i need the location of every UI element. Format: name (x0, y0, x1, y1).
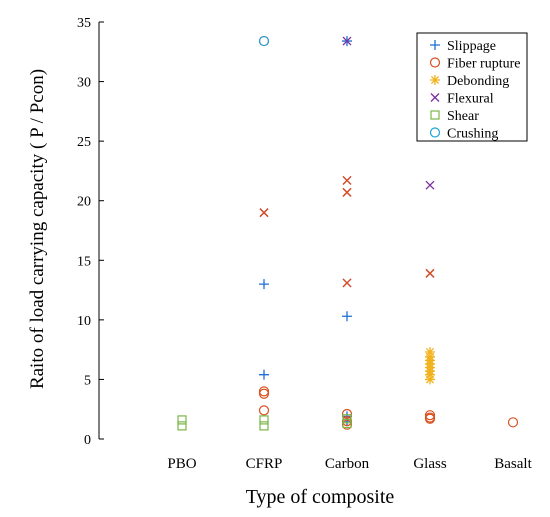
shear-point (177, 415, 187, 425)
overlay-point (425, 268, 435, 278)
legend-marker-fiber-rupture (429, 57, 441, 68)
legend-label-crushing: Crushing (447, 127, 498, 142)
crushing-point (258, 35, 270, 47)
legend-marker-flexural (430, 93, 440, 102)
y-axis-title: Raito of load carrying capacity ( P / Pc… (27, 69, 48, 389)
slippage-point (342, 311, 352, 322)
x-tick-label: Basalt (494, 456, 532, 472)
x-tick-label: Glass (413, 456, 446, 472)
x-tick-label: Carbon (325, 456, 370, 472)
legend-marker-crushing (429, 127, 441, 138)
x-tick-label: CFRP (246, 456, 283, 472)
y-tick-label: 20 (77, 195, 91, 210)
legend-label-slippage: Slippage (447, 39, 496, 54)
y-tick-label: 5 (84, 373, 91, 388)
legend-label-flexural: Flexural (447, 92, 494, 107)
slippage-point (259, 369, 269, 380)
legend: Slippage Fiber rupture Debonding Flexural Sh… (416, 32, 528, 142)
y-tick-label: 0 (84, 433, 91, 448)
fiber-rupture-point (341, 408, 353, 420)
flexural-point (425, 180, 435, 190)
fiber-rupture-point (258, 388, 270, 399)
legend-marker-debonding (430, 75, 440, 85)
shear-point (342, 418, 352, 429)
fiber-rupture-point (258, 405, 270, 416)
y-tick-label: 10 (77, 314, 91, 329)
overlay-point (259, 208, 269, 218)
x-axis-ticks: PBO CFRP Carbon Glass Basalt (167, 456, 532, 472)
y-tick-label: 15 (77, 254, 91, 269)
shear-point (259, 421, 269, 431)
debonding-point (425, 374, 435, 385)
y-tick-label: 30 (77, 76, 91, 91)
x-tick-label: PBO (167, 456, 196, 472)
legend-label-fiber-rupture: Fiber rupture (447, 57, 520, 72)
legend-label-debonding: Debonding (447, 74, 509, 89)
overlay-point (342, 187, 352, 197)
legend-marker-shear (430, 110, 440, 120)
shear-point (259, 415, 269, 425)
legend-box (416, 32, 528, 142)
overlay-point (342, 176, 352, 185)
y-tick-label: 35 (77, 16, 91, 31)
shear-point (177, 421, 187, 431)
fiber-rupture-point (507, 417, 519, 428)
data-points (177, 35, 519, 431)
legend-label-shear: Shear (447, 109, 479, 124)
overlay-point (342, 278, 352, 288)
y-tick-label: 25 (77, 135, 91, 150)
x-axis-title: Type of composite (246, 486, 395, 508)
y-axis-ticks: 0 5 10 15 20 25 30 35 (77, 16, 104, 448)
fiber-rupture-point (424, 413, 436, 424)
flexural-point (342, 36, 352, 46)
slippage-point (259, 279, 269, 290)
legend-marker-slippage (430, 40, 440, 50)
shear-point (342, 414, 352, 424)
